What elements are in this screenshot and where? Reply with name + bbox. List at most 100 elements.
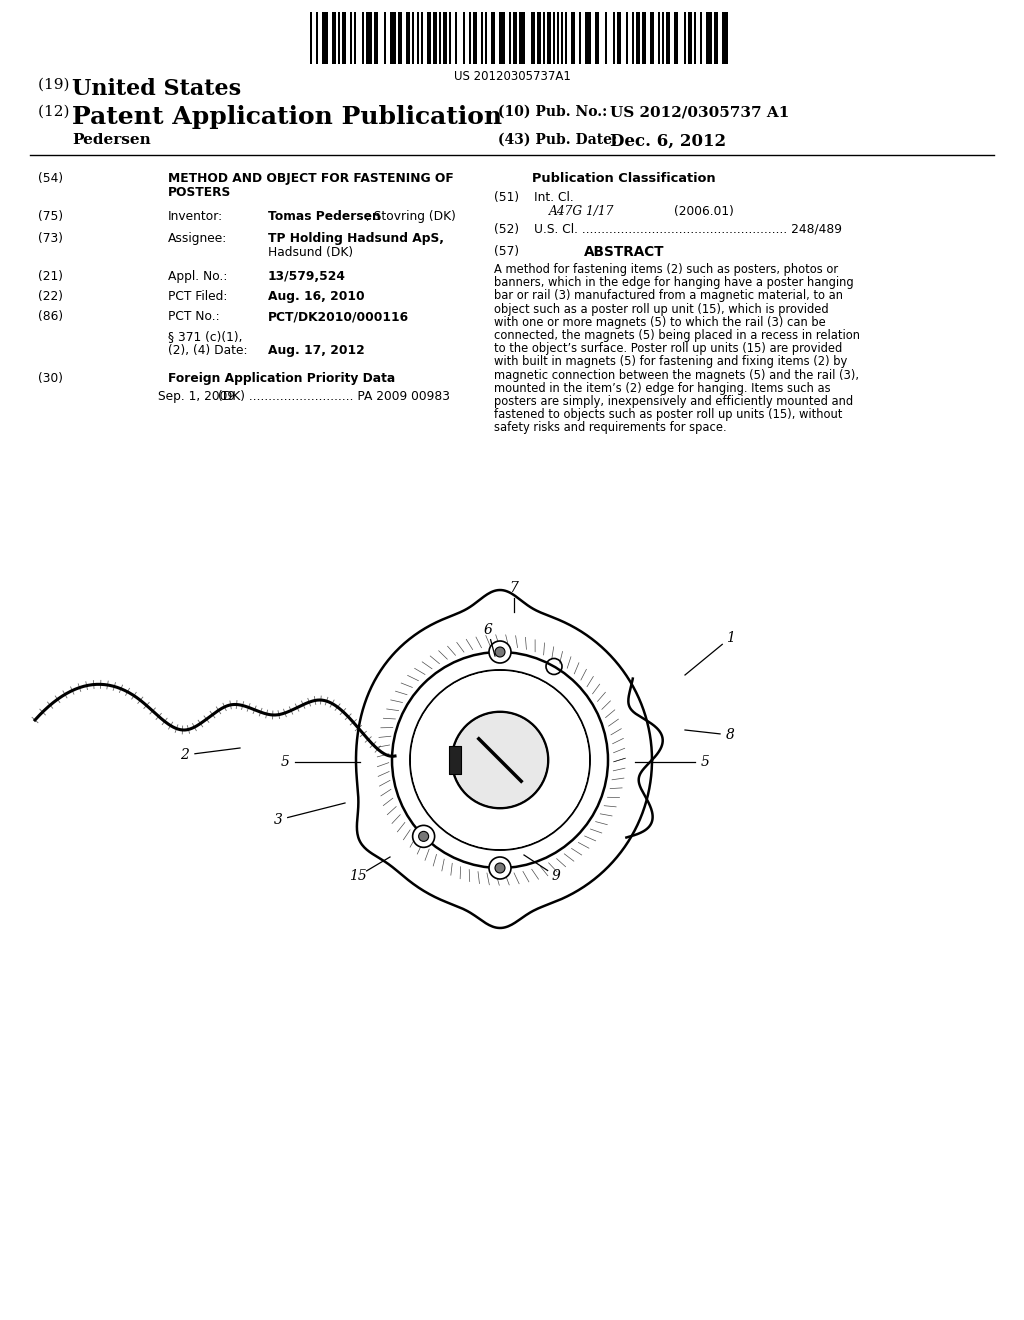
Text: ABSTRACT: ABSTRACT	[584, 246, 665, 259]
Bar	[323, 12, 328, 63]
Text: POSTERS: POSTERS	[168, 186, 231, 199]
Bar	[557, 12, 559, 63]
Text: Int. Cl.: Int. Cl.	[534, 191, 573, 205]
Circle shape	[495, 863, 505, 873]
Bar	[694, 12, 696, 63]
Text: 3: 3	[273, 813, 283, 828]
Circle shape	[411, 671, 589, 849]
Text: A47G 1/17: A47G 1/17	[549, 205, 614, 218]
Text: United States: United States	[72, 78, 241, 100]
Bar	[442, 12, 446, 63]
Bar	[367, 12, 373, 63]
Text: 6: 6	[483, 623, 493, 638]
Text: 5: 5	[700, 755, 710, 770]
Bar	[662, 12, 664, 63]
Bar	[586, 12, 591, 63]
Bar	[499, 12, 505, 63]
Text: (73): (73)	[38, 232, 63, 246]
Text: (DK) ........................... PA 2009 00983: (DK) ........................... PA 2009…	[218, 389, 450, 403]
Bar	[674, 12, 678, 63]
Bar	[384, 12, 386, 63]
Text: safety risks and requirements for space.: safety risks and requirements for space.	[494, 421, 727, 434]
Text: (57): (57)	[494, 246, 519, 257]
Text: bar or rail (3) manufactured from a magnetic material, to an: bar or rail (3) manufactured from a magn…	[494, 289, 843, 302]
Text: (10) Pub. No.:: (10) Pub. No.:	[498, 106, 607, 119]
Circle shape	[453, 713, 547, 807]
Text: (43) Pub. Date:: (43) Pub. Date:	[498, 133, 617, 147]
Bar	[531, 12, 536, 63]
Text: Inventor:: Inventor:	[168, 210, 223, 223]
Text: US 20120305737A1: US 20120305737A1	[454, 70, 570, 83]
Text: with built in magnets (5) for fastening and fixing items (2) by: with built in magnets (5) for fastening …	[494, 355, 847, 368]
Bar	[553, 12, 555, 63]
Text: (75): (75)	[38, 210, 63, 223]
Bar	[547, 12, 551, 63]
Bar	[398, 12, 402, 63]
Bar	[390, 12, 396, 63]
Bar	[449, 12, 451, 63]
Bar	[310, 12, 312, 63]
Text: 7: 7	[510, 581, 518, 595]
Text: 1: 1	[726, 631, 734, 645]
Text: to the object’s surface. Poster roll up units (15) are provided: to the object’s surface. Poster roll up …	[494, 342, 843, 355]
Bar	[632, 12, 634, 63]
Bar	[699, 12, 701, 63]
Circle shape	[419, 832, 429, 841]
Bar	[316, 12, 318, 63]
Text: (2006.01): (2006.01)	[674, 205, 734, 218]
Bar	[595, 12, 599, 63]
Bar	[432, 12, 436, 63]
Text: PCT Filed:: PCT Filed:	[168, 290, 227, 304]
Bar	[463, 12, 465, 63]
Bar	[706, 12, 712, 63]
Text: Tomas Pedersen: Tomas Pedersen	[268, 210, 381, 223]
Bar	[617, 12, 622, 63]
Text: US 2012/0305737 A1: US 2012/0305737 A1	[610, 106, 790, 119]
Circle shape	[495, 647, 505, 657]
Bar	[657, 12, 659, 63]
Text: TP Holding Hadsund ApS,: TP Holding Hadsund ApS,	[268, 232, 444, 246]
Bar	[375, 12, 378, 63]
Bar	[571, 12, 575, 63]
Bar	[666, 12, 670, 63]
Bar	[605, 12, 607, 63]
Bar	[449, 746, 461, 774]
Text: Aug. 17, 2012: Aug. 17, 2012	[268, 345, 365, 356]
Bar	[350, 12, 352, 63]
Bar	[473, 12, 477, 63]
Text: (2), (4) Date:: (2), (4) Date:	[168, 345, 248, 356]
Text: (52): (52)	[494, 223, 519, 236]
Bar	[649, 12, 653, 63]
Bar	[509, 12, 511, 63]
Text: A method for fastening items (2) such as posters, photos or: A method for fastening items (2) such as…	[494, 263, 838, 276]
Bar	[421, 12, 423, 63]
Text: Patent Application Publication: Patent Application Publication	[72, 106, 502, 129]
Text: Foreign Application Priority Data: Foreign Application Priority Data	[168, 372, 395, 385]
Text: U.S. Cl. ..................................................... 248/489: U.S. Cl. ...............................…	[534, 223, 842, 236]
Bar	[543, 12, 545, 63]
Circle shape	[489, 857, 511, 879]
Bar	[342, 12, 346, 63]
Text: 8: 8	[726, 729, 734, 742]
Text: , Stovring (DK): , Stovring (DK)	[366, 210, 456, 223]
Bar	[626, 12, 628, 63]
Text: (22): (22)	[38, 290, 63, 304]
Bar	[537, 12, 541, 63]
Text: (51): (51)	[494, 191, 519, 205]
Bar	[636, 12, 640, 63]
Bar	[354, 12, 356, 63]
Text: (21): (21)	[38, 271, 63, 282]
Text: posters are simply, inexpensively and efficiently mounted and: posters are simply, inexpensively and ef…	[494, 395, 853, 408]
Text: § 371 (c)(1),: § 371 (c)(1),	[168, 330, 243, 343]
Text: Sep. 1, 2009: Sep. 1, 2009	[158, 389, 236, 403]
Text: (12): (12)	[38, 106, 75, 119]
Text: Hadsund (DK): Hadsund (DK)	[268, 246, 353, 259]
Bar	[362, 12, 365, 63]
Text: (19): (19)	[38, 78, 75, 92]
Bar	[519, 12, 525, 63]
Text: (86): (86)	[38, 310, 63, 323]
Text: connected, the magnets (5) being placed in a recess in relation: connected, the magnets (5) being placed …	[494, 329, 860, 342]
Bar	[561, 12, 563, 63]
Bar	[407, 12, 411, 63]
Text: magnetic connection between the magnets (5) and the rail (3),: magnetic connection between the magnets …	[494, 368, 859, 381]
